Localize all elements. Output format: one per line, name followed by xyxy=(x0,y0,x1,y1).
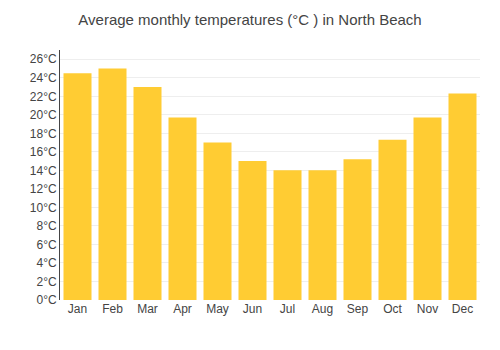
svg-text:24°C: 24°C xyxy=(30,71,57,85)
svg-text:4°C: 4°C xyxy=(36,256,56,270)
svg-text:Aug: Aug xyxy=(312,302,333,316)
svg-text:14°C: 14°C xyxy=(30,164,57,178)
svg-text:6°C: 6°C xyxy=(36,238,56,252)
svg-text:May: May xyxy=(206,302,229,316)
svg-text:Jul: Jul xyxy=(280,302,295,316)
svg-text:Feb: Feb xyxy=(102,302,123,316)
svg-text:Mar: Mar xyxy=(137,302,158,316)
svg-text:Dec: Dec xyxy=(452,302,473,316)
svg-text:Average monthly temperatures (: Average monthly temperatures (°C ) in No… xyxy=(78,11,421,28)
svg-text:22°C: 22°C xyxy=(30,90,57,104)
svg-text:Jan: Jan xyxy=(68,302,87,316)
svg-text:8°C: 8°C xyxy=(36,219,56,233)
svg-text:18°C: 18°C xyxy=(30,127,57,141)
svg-text:20°C: 20°C xyxy=(30,108,57,122)
svg-text:Oct: Oct xyxy=(383,302,402,316)
svg-text:10°C: 10°C xyxy=(30,201,57,215)
svg-text:0°C: 0°C xyxy=(36,293,56,307)
svg-text:Sep: Sep xyxy=(347,302,369,316)
svg-text:12°C: 12°C xyxy=(30,182,57,196)
svg-text:26°C: 26°C xyxy=(30,52,57,66)
svg-text:Nov: Nov xyxy=(417,302,438,316)
svg-text:2°C: 2°C xyxy=(36,275,56,289)
svg-text:16°C: 16°C xyxy=(30,145,57,159)
svg-text:Apr: Apr xyxy=(173,302,192,316)
svg-text:Jun: Jun xyxy=(243,302,262,316)
